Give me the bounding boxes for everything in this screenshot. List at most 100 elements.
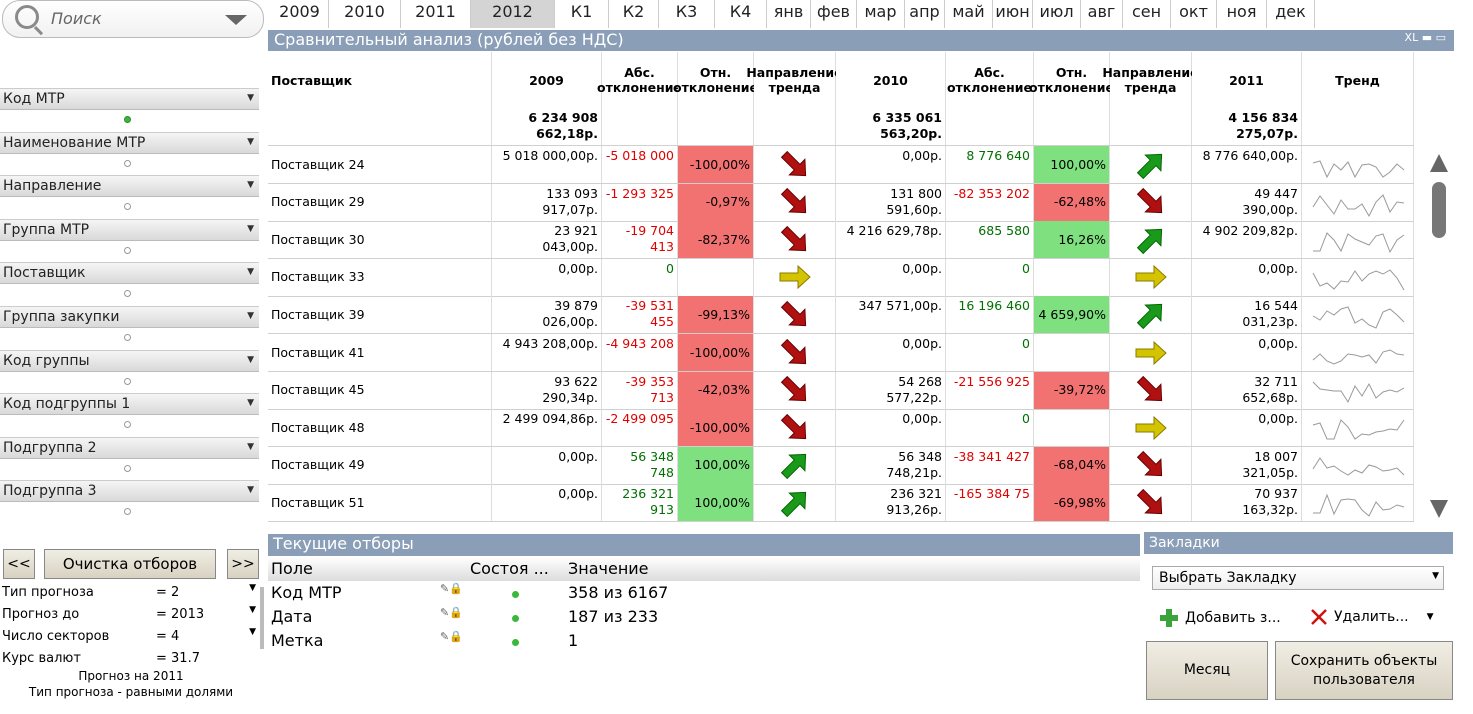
tab-сен[interactable]: сен [1123,0,1171,28]
filter-header[interactable]: Код МТР ▼ [0,88,259,110]
filter-listbox[interactable]: Группа МТР ▼ [0,218,259,263]
window-controls[interactable]: XL ▬ ▭ [1404,31,1446,44]
filter-header[interactable]: Наименование МТР ▼ [0,131,259,154]
filter-listbox[interactable]: Подгруппа 2 ▼ [0,436,259,481]
tab-июл[interactable]: июл [1033,0,1081,28]
filter-header[interactable]: Код подгруппы 1 ▼ [0,393,259,416]
table-row[interactable]: Поставщик 48 2 499 094,86р. -2 499 095 -100… [268,409,1414,448]
save-user-objects-button[interactable]: Сохранить объекты пользователя [1275,641,1453,700]
tab-июн[interactable]: июн [993,0,1033,28]
dropdown-arrow-icon[interactable]: ▼ [249,605,256,615]
col-header[interactable]: Абс. отклонение [946,52,1034,108]
filter-listbox[interactable]: Поставщик ▼ [0,262,259,306]
table-row[interactable]: Поставщик 51 0,00р. 236 321 913 100,00% 236 … [268,484,1414,523]
filter-listbox[interactable]: Код МТР ▼ [0,88,259,132]
table-row[interactable]: Поставщик 24 5 018 000,00р. -5 018 000 -100… [268,146,1414,184]
dropdown-arrow-icon[interactable]: ▼ [247,223,254,234]
scroll-up-icon[interactable] [1430,154,1448,172]
dropdown-arrow-icon[interactable]: ▼ [249,627,256,637]
filter-listbox[interactable]: Код подгруппы 1 ▼ [0,393,259,437]
tab-2010[interactable]: 2010 [329,0,401,28]
clear-filters-button[interactable]: Очистка отборов [44,549,216,579]
add-bookmark-button[interactable]: Добавить з... [1158,608,1281,628]
filter-header[interactable]: Подгруппа 3 ▼ [0,480,259,503]
table-row[interactable]: Поставщик 33 0,00р. 0 0,00р. 0 0,00р. [268,258,1414,297]
col-header[interactable]: 2011 [1192,52,1302,108]
filter-header[interactable]: Группа МТР ▼ [0,218,259,241]
dropdown-arrow-icon[interactable]: ▼ [247,267,254,278]
tab-2011[interactable]: 2011 [401,0,471,28]
edit-lock-icon[interactable]: ✎🔒 [440,630,463,643]
month-button[interactable]: Месяц [1146,641,1268,700]
vertical-scrollbar[interactable] [1424,148,1454,528]
filter-header[interactable]: Направление ▼ [0,175,259,198]
col-header[interactable]: 2009 [492,52,602,108]
col-header[interactable]: Направление тренда [1102,52,1199,108]
dropdown-arrow-icon[interactable]: ▼ [247,93,254,103]
dropdown-arrow-icon[interactable]: ▼ [247,136,254,147]
forecast-row[interactable]: Число секторов = 4 ▼ [2,627,260,647]
col-header[interactable]: Тренд [1302,52,1414,108]
dropdown-arrow-icon[interactable]: ▼ [1432,571,1439,581]
table-row[interactable]: Поставщик 41 4 943 208,00р. -4 943 208 -100… [268,334,1414,372]
dropdown-arrow-icon[interactable]: ▼ [247,311,254,321]
tab-2012[interactable]: 2012 [471,0,555,28]
filter-header[interactable]: Код группы ▼ [0,349,259,372]
bookmark-select[interactable]: Выбрать Закладку ▼ [1152,566,1444,590]
tab-ноя[interactable]: ноя [1217,0,1267,28]
tab-май[interactable]: май [945,0,993,28]
tab-фев[interactable]: фев [811,0,857,28]
filter-listbox[interactable]: Направление ▼ [0,175,259,219]
col-state[interactable]: Состоя ... [470,559,549,578]
next-button[interactable]: >> [227,549,259,579]
col-header[interactable]: Поставщик [268,52,492,108]
col-header[interactable]: Направление тренда [746,52,843,108]
tab-К4[interactable]: К4 [715,0,767,28]
dropdown-arrow-icon[interactable]: ▼ [1426,612,1434,622]
edit-lock-icon[interactable]: ✎🔒 [440,582,463,595]
tab-дек[interactable]: дек [1267,0,1315,28]
filter-listbox[interactable]: Группа закупки ▼ [0,306,259,350]
tab-мар[interactable]: мар [857,0,905,28]
tab-авг[interactable]: авг [1081,0,1123,28]
tab-К1[interactable]: К1 [555,0,609,28]
tab-апр[interactable]: апр [905,0,945,28]
search-box[interactable]: Поиск [2,0,264,38]
filter-header[interactable]: Группа закупки ▼ [0,306,259,328]
forecast-row[interactable]: Прогноз до = 2013 ▼ [2,605,260,625]
search-input[interactable]: Поиск [51,9,102,28]
forecast-row[interactable]: Курс валют = 31.7 [2,649,260,669]
tab-янв[interactable]: янв [767,0,811,28]
col-header[interactable]: Отн. отклонение [673,52,758,108]
filter-listbox[interactable]: Код группы ▼ [0,349,259,394]
table-row[interactable]: Поставщик 29 133 093 917,07р. -1 293 325 -0… [268,183,1414,222]
filter-header[interactable]: Подгруппа 2 ▼ [0,436,259,459]
table-row[interactable]: Поставщик 45 93 622 290,34р. -39 353 713 -4… [268,371,1414,410]
col-field[interactable]: Поле [271,559,313,578]
current-selection-row[interactable]: Дата ✎🔒 187 из 233 [268,606,868,630]
scrollbar[interactable] [260,587,264,649]
table-row[interactable]: Поставщик 39 39 879 026,00р. -39 531 455 -9… [268,296,1414,335]
filter-listbox[interactable]: Наименование МТР ▼ [0,131,259,176]
scroll-down-icon[interactable] [1430,500,1448,518]
dropdown-arrow-icon[interactable]: ▼ [249,583,256,593]
filter-listbox[interactable]: Подгруппа 3 ▼ [0,480,259,524]
delete-bookmark-button[interactable]: Удалить... ▼ [1310,608,1434,626]
filter-header[interactable]: Поставщик ▼ [0,262,259,285]
tab-окт[interactable]: окт [1171,0,1217,28]
current-selection-row[interactable]: Метка ✎🔒 1 [268,630,868,654]
edit-lock-icon[interactable]: ✎🔒 [440,606,463,619]
dropdown-arrow-icon[interactable]: ▼ [247,180,254,191]
tab-2009[interactable]: 2009 [271,0,329,28]
table-row[interactable]: Поставщик 49 0,00р. 56 348 748 100,00% 56 34… [268,446,1414,485]
dropdown-arrow-icon[interactable]: ▼ [247,354,254,365]
dropdown-arrow-icon[interactable]: ▼ [247,441,254,452]
dropdown-icon[interactable] [225,15,247,25]
forecast-row[interactable]: Тип прогноза = 2 ▼ [2,583,260,603]
tab-К2[interactable]: К2 [609,0,659,28]
col-header[interactable]: Отн. отклонение [1029,52,1114,108]
col-header[interactable]: Абс. отклонение [597,52,682,108]
scroll-thumb[interactable] [1432,182,1446,238]
col-value[interactable]: Значение [568,559,649,578]
table-row[interactable]: Поставщик 30 23 921 043,00р. -19 704 413 -8… [268,221,1414,260]
